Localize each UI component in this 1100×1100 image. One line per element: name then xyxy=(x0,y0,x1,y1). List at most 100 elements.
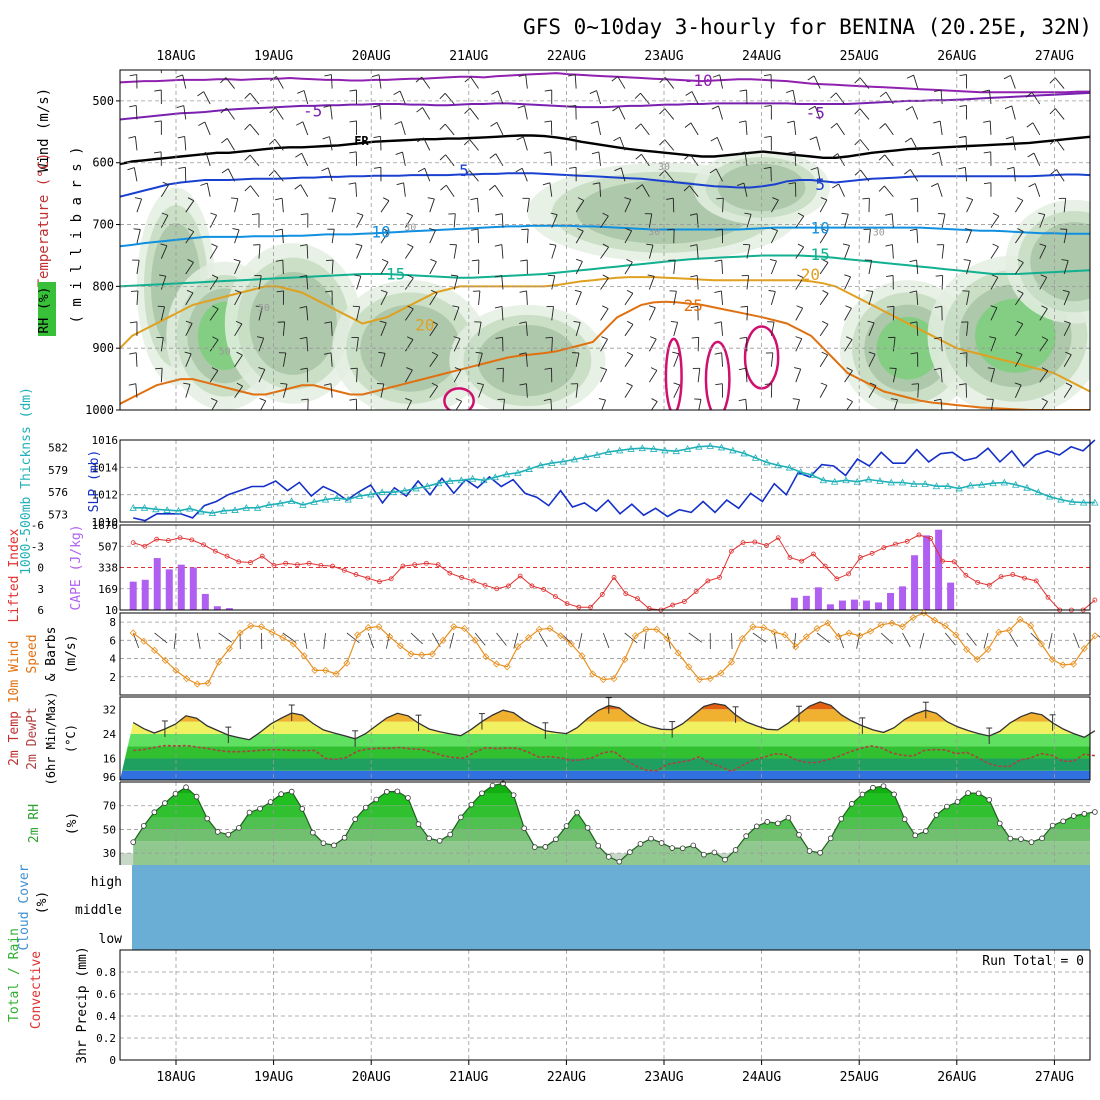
wind-barb-flag xyxy=(991,274,998,278)
wind-barb-staff xyxy=(941,244,945,259)
wind-barb-staff xyxy=(494,184,504,197)
wind-barb-flag xyxy=(157,305,165,308)
rh-point xyxy=(669,845,675,851)
upper-wind-label: Wind (m/s) xyxy=(36,88,52,172)
lifted-point xyxy=(717,575,722,580)
wind-barb-flag xyxy=(602,274,609,279)
wind-barb-flag xyxy=(598,398,606,401)
wind-barb-flag xyxy=(235,320,243,325)
wind-barb-flag xyxy=(127,167,135,171)
wind-barb-staff xyxy=(135,352,138,367)
wind-point xyxy=(247,622,255,630)
wind-barb-flag xyxy=(517,105,525,109)
thickness-point xyxy=(966,481,975,489)
wind-barb-flag xyxy=(407,305,414,310)
wind-barb-flag xyxy=(650,367,658,371)
wind-barb-flag xyxy=(930,183,939,187)
thickness-point xyxy=(163,506,171,513)
wind-barb-flag xyxy=(232,228,240,231)
wind-barb-flag xyxy=(1016,320,1023,325)
wind-barb-flag xyxy=(269,107,276,114)
wind-barb xyxy=(983,632,989,649)
rh-tick-label: 70 xyxy=(103,800,116,813)
wind-barb-flag xyxy=(600,367,607,371)
lifted-point xyxy=(822,563,828,569)
wind-barb-staff xyxy=(892,306,895,321)
wind-tick-label: 4 xyxy=(109,653,116,666)
wind-barb-staff xyxy=(1063,291,1070,306)
wind-barb-flag xyxy=(328,197,336,200)
wind-barb-staff xyxy=(521,168,528,182)
wind-barb-flag xyxy=(406,336,414,340)
wind-barb-staff xyxy=(912,106,919,120)
wind-barb-staff xyxy=(1039,370,1049,383)
thickness-point xyxy=(525,465,533,472)
wind-point xyxy=(931,616,939,624)
wind-barb xyxy=(880,632,894,645)
wind-barb-staff xyxy=(380,200,390,213)
wind-barb-staff xyxy=(988,90,992,105)
wind-point xyxy=(781,631,789,639)
wind-barb-flag xyxy=(589,90,597,94)
wind-barb-staff xyxy=(282,352,287,367)
thickness-point xyxy=(932,482,941,490)
rh-title-1: 2m RH xyxy=(27,804,42,843)
wind-barb-staff xyxy=(203,91,211,105)
wind-barb-staff xyxy=(502,399,505,410)
isotherm-label: 10 xyxy=(371,223,390,242)
wind-barb-staff xyxy=(444,92,455,105)
wind-barb-flag xyxy=(352,305,360,308)
lifted-point xyxy=(306,560,312,566)
wind-point xyxy=(920,609,928,617)
slp-frame xyxy=(119,439,1091,523)
cape-bar xyxy=(141,579,149,610)
thickness-point xyxy=(683,445,692,452)
wind-point xyxy=(524,634,533,642)
wind-point xyxy=(354,631,362,639)
pressure-tick-label: 500 xyxy=(92,94,114,108)
wind-barb-staff xyxy=(380,261,389,275)
wind-barb-flag xyxy=(300,244,308,247)
wind-barb-flag xyxy=(211,243,218,247)
bottom-date-label: 27AUG xyxy=(1035,1070,1074,1085)
wind-point xyxy=(279,634,287,642)
wind-barb-staff xyxy=(696,213,699,228)
wind-barb-flag xyxy=(934,336,942,340)
wind-barb-staff xyxy=(525,321,528,336)
wind-barb-staff xyxy=(620,167,626,182)
wind-point xyxy=(172,666,180,674)
wind-point xyxy=(140,637,148,645)
wind-barb-flag xyxy=(878,154,886,161)
wind-barb xyxy=(919,632,925,649)
rh-closed-contour xyxy=(443,387,475,410)
wind-barb-staff xyxy=(306,275,309,290)
rh-point xyxy=(944,803,950,810)
wind-barb-staff xyxy=(497,90,504,105)
wind-barb-flag xyxy=(935,275,943,277)
wind-point xyxy=(321,666,330,674)
lifted-point xyxy=(529,583,535,589)
wind-barb xyxy=(578,632,583,649)
wind-barb-staff xyxy=(795,246,805,259)
lifted-point xyxy=(693,589,699,594)
wind-barb-staff xyxy=(501,213,504,228)
wind-point xyxy=(995,628,1003,636)
wind-barb-staff xyxy=(648,244,654,259)
wind-barb-flag xyxy=(909,290,917,293)
wind-barb-flag xyxy=(768,290,776,292)
wind-barb-staff xyxy=(909,169,919,182)
wind-barb-flag xyxy=(715,228,723,231)
wind-barb-staff xyxy=(549,182,553,197)
lifted-point xyxy=(564,601,570,607)
isotherm-label: 15 xyxy=(811,245,830,264)
wind-barb-staff xyxy=(600,277,609,290)
wind-barb-staff xyxy=(160,245,168,259)
rh-point xyxy=(246,809,253,816)
wind-barb-staff xyxy=(495,153,504,167)
wind-barb-staff xyxy=(1011,105,1016,120)
wind-barb-flag xyxy=(627,320,634,325)
wind-barb-flag xyxy=(966,197,973,201)
wind-barb-flag xyxy=(673,382,681,386)
wind-barb-staff xyxy=(617,76,626,89)
wind-barb-staff xyxy=(965,136,968,151)
